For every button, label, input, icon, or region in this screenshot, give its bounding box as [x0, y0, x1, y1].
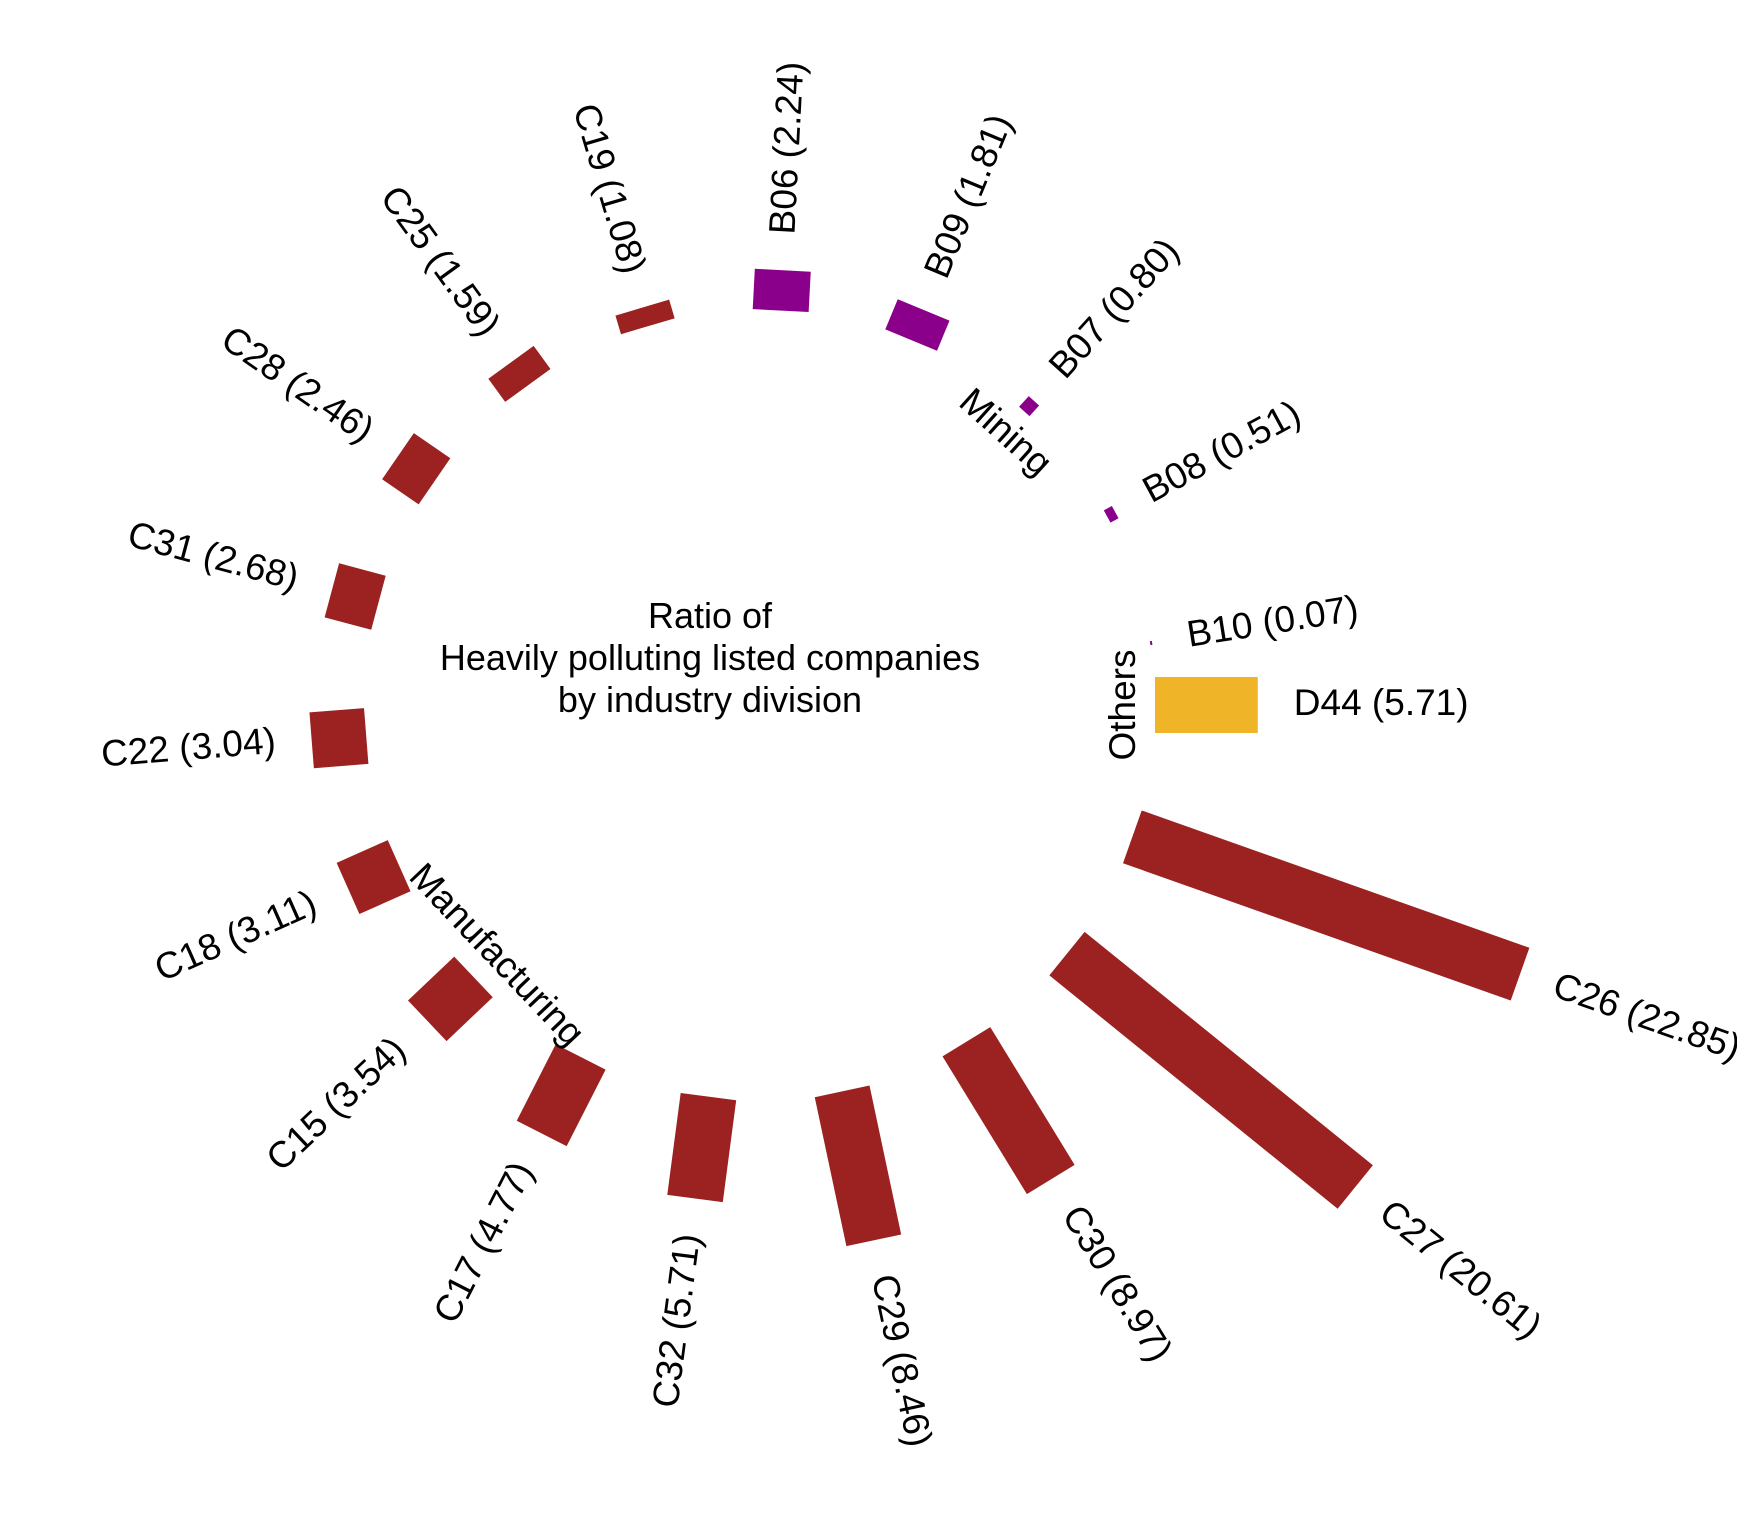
- bar-b08: [1103, 505, 1119, 523]
- bar-label-d44: D44 (5.71): [1294, 682, 1469, 723]
- chart-title-line: Heavily polluting listed companies: [440, 637, 980, 678]
- bar-b06: [752, 268, 811, 313]
- bar-label-b08: B08 (0.51): [1136, 392, 1307, 510]
- bar-label-b06: B06 (2.24): [761, 61, 811, 236]
- bar-b07: [1019, 396, 1040, 417]
- bar-label-c18: C18 (3.11): [148, 882, 322, 989]
- bar-label-c32: C32 (5.71): [644, 1231, 707, 1410]
- bar-b10: [1149, 640, 1153, 646]
- bar-label-c26: C26 (22.85): [1548, 964, 1737, 1068]
- bar-c30: [942, 1027, 1075, 1195]
- bar-c25: [488, 345, 551, 402]
- group-label-mining: Mining: [952, 380, 1060, 483]
- bar-label-c30: C30 (8.97): [1054, 1198, 1180, 1368]
- bar-label-b07: B07 (0.80): [1041, 230, 1187, 386]
- bar-label-c27: C27 (20.61): [1372, 1192, 1550, 1347]
- bar-c19: [615, 299, 675, 335]
- bar-c27: [1049, 931, 1373, 1209]
- bar-c22: [309, 708, 369, 769]
- bar-label-c29: C29 (8.46): [864, 1271, 940, 1451]
- bar-label-c22: C22 (3.04): [100, 720, 277, 775]
- chart-title-line: Ratio of: [648, 595, 773, 636]
- bar-label-b10: B10 (0.07): [1184, 587, 1361, 655]
- bar-label-b09: B09 (1.81): [916, 108, 1020, 283]
- chart-title: Ratio of Heavily polluting listed compani…: [440, 595, 980, 720]
- bar-d44: [1155, 677, 1258, 733]
- bar-label-c19: C19 (1.08): [565, 99, 654, 278]
- bar-label-c25: C25 (1.59): [373, 178, 509, 344]
- bar-b09: [885, 299, 950, 351]
- bars-layer: [309, 268, 1530, 1247]
- bar-c32: [667, 1092, 737, 1203]
- bar-c31: [324, 563, 386, 630]
- bar-c28: [382, 433, 451, 505]
- chart-title-line: by industry division: [558, 679, 862, 720]
- bar-label-c28: C28 (2.46): [214, 318, 381, 451]
- bar-c26: [1122, 810, 1530, 1001]
- bar-c17: [516, 1044, 606, 1147]
- group-label-others: Others: [1102, 649, 1143, 760]
- bar-c18: [336, 840, 411, 915]
- bar-label-c17: C17 (4.77): [425, 1155, 541, 1329]
- bar-label-c15: C15 (3.54): [258, 1029, 413, 1179]
- bar-c29: [814, 1085, 902, 1247]
- bar-label-c31: C31 (2.68): [124, 513, 303, 598]
- bar-c15: [407, 956, 493, 1042]
